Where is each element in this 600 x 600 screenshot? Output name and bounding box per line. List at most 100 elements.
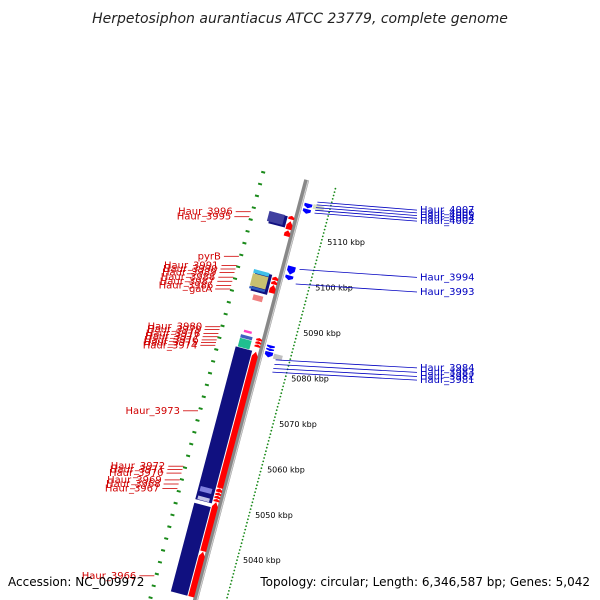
gene-label[interactable]: Haur_3988 bbox=[161, 272, 216, 283]
forward-gene bbox=[288, 215, 295, 221]
gene-label[interactable]: Haur_3982 bbox=[420, 372, 475, 383]
scale-tick-label: 5090 kbp bbox=[303, 329, 341, 338]
gc-dot bbox=[227, 593, 229, 596]
gene-label[interactable]: Haur_3995 bbox=[177, 212, 232, 223]
gene-label[interactable]: Haur_3983 bbox=[420, 367, 475, 378]
skew-mark bbox=[167, 525, 172, 529]
scale-tick-label: 5110 kbp bbox=[327, 238, 365, 247]
rna-block bbox=[240, 334, 253, 341]
gc-dot bbox=[300, 317, 302, 320]
skew-mark bbox=[192, 430, 197, 434]
gc-dot bbox=[277, 402, 280, 405]
genome-backbone bbox=[192, 179, 310, 600]
skew-mark bbox=[232, 277, 238, 281]
skew-mark bbox=[148, 596, 153, 600]
gc-dot bbox=[310, 279, 312, 282]
gene-label[interactable]: Haur_4006 bbox=[420, 208, 475, 219]
gene-label[interactable]: Haur_3971 bbox=[110, 464, 165, 475]
gene-label[interactable]: gatA bbox=[189, 284, 212, 295]
gc-dot bbox=[249, 508, 252, 510]
gc-dot bbox=[265, 446, 268, 449]
gene-label[interactable]: Haur_3976 bbox=[144, 335, 199, 346]
gc-dot bbox=[248, 511, 251, 514]
gc-dot bbox=[314, 262, 317, 265]
label-leader bbox=[275, 359, 418, 369]
gene-label[interactable]: Haur_3993 bbox=[420, 287, 475, 298]
gene-label[interactable]: Haur_4007 bbox=[420, 205, 475, 216]
label-leader bbox=[299, 269, 418, 278]
gc-dot bbox=[238, 549, 241, 551]
skew-mark bbox=[154, 572, 160, 576]
gc-dot bbox=[327, 215, 330, 217]
gene-label[interactable]: Haur_3979 bbox=[147, 324, 202, 335]
gene-label[interactable]: Haur_4002 bbox=[420, 216, 475, 227]
gene-label[interactable]: Haur_3996 bbox=[178, 207, 233, 218]
skew-mark bbox=[242, 241, 247, 245]
gene-label[interactable]: Haur_4005 bbox=[420, 211, 475, 222]
gc-dot bbox=[231, 576, 234, 579]
gene-label[interactable]: Haur_3974 bbox=[143, 340, 198, 351]
gene-label[interactable]: Haur_3989 bbox=[162, 268, 217, 279]
skew-mark bbox=[207, 371, 213, 375]
gene-label[interactable]: Haur_3991 bbox=[164, 260, 219, 271]
gene-label[interactable]: Haur_3980 bbox=[148, 322, 203, 333]
gc-dot bbox=[293, 344, 295, 347]
gene-label[interactable]: Haur_3970 bbox=[109, 468, 164, 479]
skew-mark bbox=[173, 501, 178, 505]
gc-dot bbox=[282, 385, 284, 388]
gene-label[interactable]: Haur_3990 bbox=[163, 264, 218, 275]
gc-dot bbox=[270, 429, 273, 432]
gc-dot bbox=[321, 238, 323, 241]
trna-mark bbox=[243, 329, 253, 334]
top-block bbox=[266, 210, 285, 225]
scale-tick-label: 5040 kbp bbox=[243, 556, 281, 565]
gene-label[interactable]: Haur_3984 bbox=[420, 363, 475, 374]
gene-label[interactable]: Haur_3986 bbox=[159, 280, 214, 291]
gc-dot bbox=[271, 426, 274, 429]
gc-dot bbox=[328, 211, 330, 214]
skew-mark bbox=[179, 477, 185, 481]
backbone-highlight bbox=[196, 180, 309, 600]
operon-block bbox=[249, 273, 269, 290]
label-layer: 5040 kbp 5050 kbp 5060 kbp 5070 kbp 5080 kbp… bbox=[82, 201, 475, 582]
gene-label[interactable]: Haur_3975 bbox=[143, 338, 198, 349]
gc-dot bbox=[262, 460, 265, 463]
gc-dot bbox=[326, 218, 329, 221]
gene-label[interactable]: Haur_3966 bbox=[82, 571, 137, 582]
gc-dot bbox=[281, 388, 284, 391]
gc-dot bbox=[280, 392, 283, 395]
skew-mark bbox=[170, 513, 175, 517]
gene-label[interactable]: Haur_3987 bbox=[160, 276, 215, 287]
gc-dot bbox=[255, 487, 257, 490]
gc-dot bbox=[306, 293, 309, 296]
skew-mark bbox=[164, 537, 169, 541]
gene-label[interactable]: Haur_3969 bbox=[107, 475, 162, 486]
gc-dot bbox=[305, 296, 308, 299]
reverse-gene bbox=[266, 344, 275, 349]
gc-dot bbox=[334, 187, 337, 190]
gc-dot bbox=[317, 252, 320, 255]
gene-label[interactable]: Haur_3978 bbox=[146, 329, 201, 340]
gene-label[interactable]: Haur_3994 bbox=[420, 272, 475, 283]
gc-dot bbox=[251, 501, 254, 504]
gene-label[interactable]: Haur_3981 bbox=[420, 375, 475, 386]
gene-label[interactable]: pyrB bbox=[198, 251, 221, 262]
forward-gene bbox=[214, 495, 221, 500]
gene-label[interactable]: Haur_4004 bbox=[420, 213, 475, 224]
skew-mark bbox=[223, 312, 228, 316]
gene-label[interactable]: Haur_3967 bbox=[105, 484, 160, 495]
gc-dot bbox=[319, 245, 321, 248]
gc-dot bbox=[321, 235, 324, 238]
gc-dot bbox=[258, 474, 261, 476]
gc-dot bbox=[313, 266, 316, 268]
gene-label[interactable]: Haur_3973 bbox=[125, 406, 180, 417]
gene-label[interactable]: Haur_3977 bbox=[145, 332, 200, 343]
misc-block bbox=[197, 495, 210, 503]
gc-dot bbox=[322, 232, 325, 234]
gene-label[interactable]: Haur_3968 bbox=[106, 479, 161, 490]
gene-label[interactable]: Haur_3972 bbox=[111, 461, 166, 472]
gc-dot bbox=[331, 198, 334, 200]
label-leader bbox=[273, 368, 418, 377]
map-title: Herpetosiphon aurantiacus ATCC 23779, co… bbox=[92, 11, 508, 27]
